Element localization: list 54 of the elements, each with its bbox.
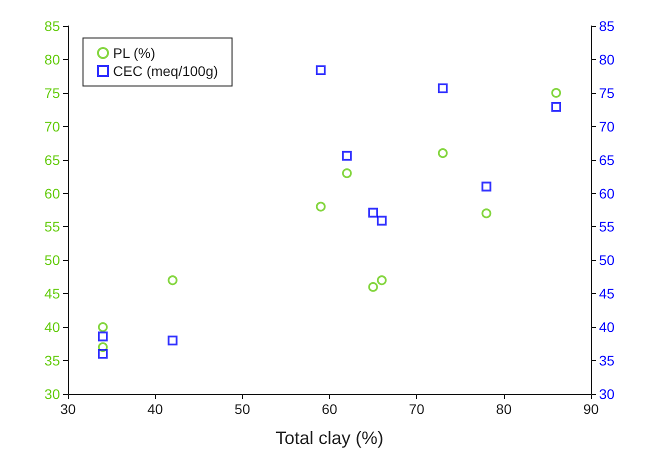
x-tick-label: 50 [234, 401, 250, 417]
y2-tick-label: 85 [599, 18, 615, 34]
point [168, 336, 178, 346]
x-tick-label: 40 [147, 401, 164, 417]
point [98, 342, 108, 352]
point [438, 83, 448, 94]
y-tick-label: 35 [44, 352, 60, 369]
y-tick-label: 80 [44, 51, 60, 68]
y-tick-label: 30 [44, 386, 60, 402]
legend-label: PL (%) [113, 45, 156, 61]
legend-label: CEC (meq/100g) [113, 63, 218, 79]
y-tick-label: 40 [44, 319, 60, 336]
y-tick-label: 50 [44, 252, 60, 268]
point [551, 102, 562, 112]
point [376, 216, 387, 226]
point [316, 65, 326, 76]
y2-tick-label: 45 [599, 286, 615, 302]
point [482, 208, 492, 218]
point [98, 322, 108, 332]
point [438, 148, 448, 158]
y2-tick-label: 65 [599, 152, 615, 168]
point [342, 150, 352, 161]
y2-tick-label: 50 [599, 252, 615, 268]
x-tick-label: 70 [408, 401, 425, 417]
point [98, 348, 108, 359]
point [368, 282, 378, 292]
y2-tick-label: 30 [599, 386, 615, 402]
y-tick-label: 45 [44, 286, 60, 302]
x-tick-label: 60 [322, 401, 338, 417]
point [316, 202, 326, 212]
y2-tick-label: 75 [599, 84, 615, 101]
point [368, 208, 378, 218]
point [482, 182, 492, 192]
y-tick-label: 65 [44, 152, 60, 168]
y2-tick-label: 55 [599, 218, 615, 235]
x-tick-label: 30 [60, 401, 76, 417]
point [168, 275, 178, 286]
x-tick-label: 90 [583, 401, 599, 417]
x-tick-label: 80 [496, 401, 512, 417]
y-tick-label: 70 [44, 118, 60, 134]
y2-tick-label: 40 [599, 319, 615, 336]
y2-tick-label: 60 [599, 185, 615, 202]
y2-tick-label: 35 [599, 352, 615, 369]
point [98, 332, 108, 342]
point [551, 88, 562, 98]
y2-tick-label: 70 [599, 118, 615, 134]
y-tick-label: 75 [44, 84, 60, 101]
x-axis-title: Total clay (%) [275, 428, 384, 448]
y-tick-label: 85 [44, 18, 60, 34]
y-tick-label: 55 [44, 218, 60, 235]
y-tick-label: 60 [44, 185, 60, 202]
y2-tick-label: 80 [599, 51, 615, 68]
point [342, 168, 352, 178]
point [376, 275, 387, 286]
